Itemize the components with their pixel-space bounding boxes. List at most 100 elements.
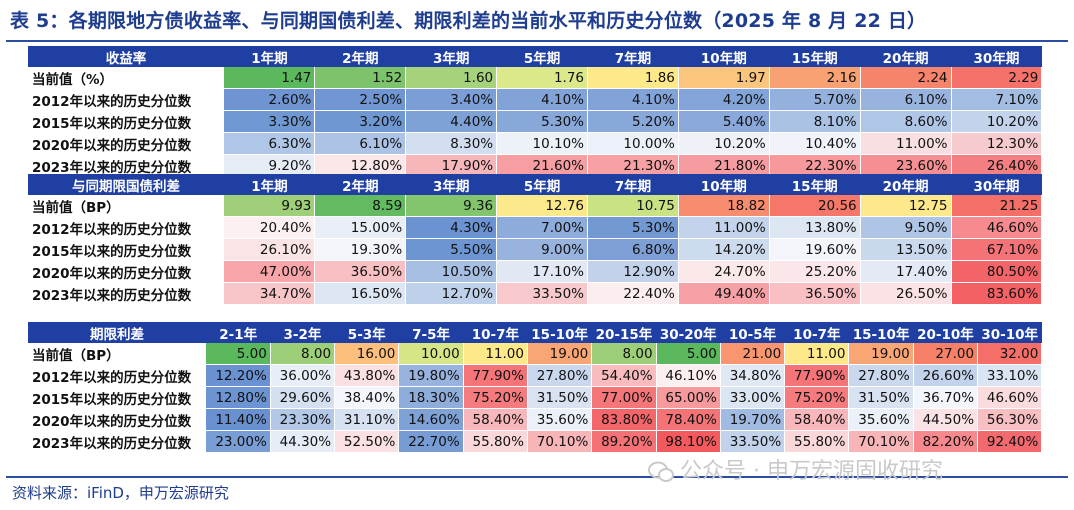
column-header: 2年期 (314, 46, 406, 67)
value-cell: 98.10% (656, 430, 721, 453)
value-cell: 67.10% (951, 238, 1043, 261)
value-cell: 5.70% (769, 88, 861, 111)
value-cell: 77.90% (784, 364, 850, 387)
value-cell: 65.00% (656, 386, 721, 409)
value-cell: 44.50% (913, 408, 979, 431)
value-cell: 1.86 (587, 67, 679, 89)
value-cell: 56.30% (977, 408, 1043, 431)
value-cell: 83.60% (951, 282, 1043, 305)
value-cell: 2.16 (769, 67, 861, 89)
value-cell: 47.00% (224, 260, 316, 283)
value-cell: 36.00% (270, 364, 336, 387)
value-cell: 19.00 (527, 343, 593, 365)
value-cell: 29.60% (270, 386, 336, 409)
value-cell: 46.60% (951, 216, 1043, 239)
table-row: 2020年以来的历史分位数 11.40% 23.30% 31.10% 14.60% 58.… (28, 408, 1043, 431)
value-cell: 77.00% (591, 386, 657, 409)
table-row: 2015年以来的历史分位数 26.10% 19.30% 5.50% 9.00% 6.80%… (28, 238, 1043, 261)
value-cell: 1.97 (678, 67, 770, 89)
value-cell: 5.50% (405, 238, 498, 261)
value-cell: 31.10% (334, 408, 400, 431)
value-cell: 21.00 (720, 343, 786, 365)
column-header: 7年期 (587, 174, 679, 195)
value-cell: 70.10% (527, 430, 593, 453)
value-cell: 3.20% (314, 110, 407, 133)
value-cell: 19.60% (769, 238, 861, 261)
value-cell: 5.20% (587, 110, 679, 133)
column-header: 1年期 (224, 174, 315, 195)
column-header: 5年期 (496, 46, 588, 67)
value-cell: 12.30% (951, 132, 1043, 155)
value-cell: 78.40% (656, 408, 721, 431)
value-cell: 7.00% (496, 216, 588, 239)
value-cell: 11.40% (206, 408, 271, 431)
value-cell: 33.00% (720, 386, 786, 409)
column-header: 3年期 (405, 174, 497, 195)
row-label: 当前值（BP） (28, 343, 206, 365)
value-cell: 7.10% (951, 88, 1043, 111)
column-header: 30-10年 (977, 322, 1042, 343)
value-cell: 5.00 (656, 343, 721, 365)
source-note: 资料来源：iFinD，申万宏源研究 (12, 484, 229, 502)
column-header: 20-10年 (913, 322, 978, 343)
value-cell: 8.60% (860, 110, 952, 133)
title-rule (6, 40, 1068, 42)
value-cell: 19.00 (848, 343, 914, 365)
table-row: 2020年以来的历史分位数 47.00% 36.50% 10.50% 17.10% 12.… (28, 260, 1043, 283)
value-cell: 36.70% (913, 386, 979, 409)
value-cell: 10.00 (398, 343, 464, 365)
value-cell: 11.00% (860, 132, 952, 155)
value-cell: 35.60% (848, 408, 914, 431)
value-cell: 8.10% (769, 110, 861, 133)
watermark: 公众号 · 申万宏源固收研究 (648, 453, 943, 485)
value-cell: 27.80% (848, 364, 914, 387)
value-cell: 83.80% (591, 408, 657, 431)
value-cell: 13.80% (769, 216, 861, 239)
table-row: 2020年以来的历史分位数 6.30% 6.10% 8.30% 10.10% 10.00%… (28, 132, 1043, 155)
table-row: 2015年以来的历史分位数 12.80% 29.60% 38.40% 18.30% 75.… (28, 386, 1043, 409)
column-header: 10-5年 (720, 322, 785, 343)
value-cell: 8.00 (591, 343, 657, 365)
value-cell: 26.60% (913, 364, 979, 387)
value-cell: 1.60 (405, 67, 498, 89)
row-label: 2020年以来的历史分位数 (28, 260, 224, 283)
value-cell: 20.56 (769, 195, 861, 217)
column-header: 15年期 (769, 174, 861, 195)
column-header: 15年期 (769, 46, 861, 67)
row-label: 2012年以来的历史分位数 (28, 364, 206, 387)
value-cell: 18.30% (398, 386, 464, 409)
value-cell: 89.20% (591, 430, 657, 453)
value-cell: 21.30% (587, 154, 679, 177)
value-cell: 26.50% (860, 282, 952, 305)
value-cell: 36.50% (314, 260, 407, 283)
value-cell: 22.40% (587, 282, 679, 305)
value-cell: 13.50% (860, 238, 952, 261)
table-row: 2012年以来的历史分位数 20.40% 15.00% 4.30% 7.00% 5.30%… (28, 216, 1043, 239)
table-row: 当前值（BP） 5.00 8.00 16.00 10.00 11.00 19.00 8.00 5… (28, 343, 1043, 365)
value-cell: 36.50% (769, 282, 861, 305)
value-cell: 27.80% (527, 364, 593, 387)
value-cell: 12.80% (206, 386, 271, 409)
value-cell: 6.80% (587, 238, 679, 261)
header-row: 收益率 1年期 2年期 3年期 5年期 7年期 10年期 15年期 20年期 30年期 (28, 46, 1042, 67)
value-cell: 70.10% (848, 430, 914, 453)
column-header: 10年期 (678, 46, 770, 67)
table-row: 2015年以来的历史分位数 3.30% 3.20% 4.40% 5.30% 5.20% 5.… (28, 110, 1043, 133)
row-label: 当前值（%） (28, 67, 224, 89)
value-cell: 82.20% (913, 430, 979, 453)
column-header: 1年期 (224, 46, 315, 67)
column-header: 10-7年 (784, 322, 849, 343)
column-header: 2-1年 (206, 322, 271, 343)
column-header: 7年期 (587, 46, 679, 67)
value-cell: 8.59 (314, 195, 407, 217)
row-label: 2012年以来的历史分位数 (28, 88, 224, 111)
value-cell: 27.00 (913, 343, 979, 365)
value-cell: 23.60% (860, 154, 952, 177)
value-cell: 43.80% (334, 364, 400, 387)
row-label: 2023年以来的历史分位数 (28, 154, 224, 177)
value-cell: 10.40% (769, 132, 861, 155)
spread-table: 与同期限国债利差 1年期 2年期 3年期 5年期 7年期 10年期 15年期 20年期 30年期当… (28, 174, 1043, 305)
column-header: 2年期 (314, 174, 406, 195)
value-cell: 55.80% (463, 430, 528, 453)
value-cell: 10.00% (587, 132, 679, 155)
